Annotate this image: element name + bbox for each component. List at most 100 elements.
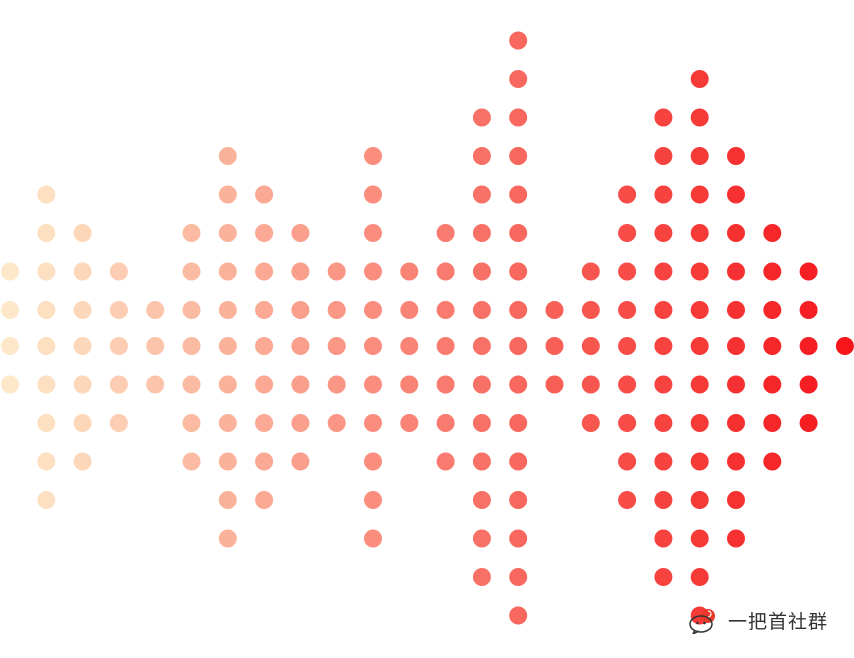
waveform-dot [37, 337, 56, 355]
waveform-dot [472, 147, 491, 165]
waveform-dot [73, 224, 92, 242]
waveform-dot [472, 529, 491, 548]
waveform-dot [690, 224, 709, 242]
waveform-dot [618, 224, 637, 242]
waveform-dot [472, 224, 491, 242]
waveform-dot [182, 262, 201, 281]
waveform-dot [727, 337, 745, 355]
waveform-dot [690, 301, 709, 319]
waveform-dot [690, 108, 709, 127]
waveform-dot [799, 414, 818, 432]
waveform-dot [472, 568, 491, 586]
waveform-dot [545, 375, 564, 394]
waveform-dot [109, 375, 128, 394]
watermark-text: 一把首社群 [727, 611, 828, 633]
waveform-dot [618, 185, 637, 204]
waveform-dot [654, 147, 673, 165]
waveform-dot [509, 31, 528, 50]
waveform-dot [727, 452, 745, 471]
waveform-dot [1, 262, 19, 281]
waveform-dot [182, 337, 201, 355]
waveform-dot [436, 375, 455, 394]
waveform-dot [690, 529, 709, 548]
waveform-dot [400, 301, 419, 319]
waveform-dot [364, 491, 382, 509]
waveform-dot [255, 491, 274, 509]
waveform-dot [218, 262, 237, 281]
waveform-dot [654, 414, 673, 432]
waveform-dot [472, 337, 491, 355]
waveform-dot [509, 568, 528, 586]
waveform-dot [364, 529, 382, 548]
waveform-dot [509, 301, 528, 319]
waveform-dot [255, 185, 274, 204]
waveform-dot [763, 337, 782, 355]
waveform-dot [1, 301, 19, 319]
waveform-dot [618, 262, 637, 281]
waveform-dot [37, 414, 56, 432]
waveform-dot [654, 108, 673, 127]
waveform-dot [218, 337, 237, 355]
waveform-dot [255, 337, 274, 355]
waveform-dot [182, 301, 201, 319]
waveform-dot [109, 262, 128, 281]
waveform-dot [690, 70, 709, 88]
waveform-dot [509, 70, 528, 88]
waveform-dot [727, 529, 745, 548]
waveform-dot [291, 301, 310, 319]
waveform-dot [73, 337, 92, 355]
waveform-dot [218, 224, 237, 242]
waveform-dot [545, 337, 564, 355]
watermark: 一把首社群 [688, 607, 828, 634]
waveform-dot [436, 337, 455, 355]
waveform-dot [509, 529, 528, 548]
waveform-dot [255, 414, 274, 432]
waveform-dot [37, 491, 56, 509]
waveform-dot [509, 185, 528, 204]
waveform-dot [255, 262, 274, 281]
waveform-dot [73, 375, 92, 394]
waveform-dot [727, 224, 745, 242]
waveform-dot [364, 452, 382, 471]
waveform-dot [218, 301, 237, 319]
waveform-dot [291, 337, 310, 355]
waveform-dot [799, 337, 818, 355]
waveform-dot [763, 375, 782, 394]
waveform-dot [545, 301, 564, 319]
waveform-dot [327, 337, 346, 355]
waveform-dot [618, 491, 637, 509]
waveform-dot [581, 414, 600, 432]
waveform-dot [255, 375, 274, 394]
waveform-dot [581, 301, 600, 319]
waveform-dot [618, 337, 637, 355]
waveform-dot [364, 414, 382, 432]
waveform-dot [618, 301, 637, 319]
waveform-dot [654, 262, 673, 281]
waveform-dot [509, 224, 528, 242]
waveform-dot [472, 375, 491, 394]
waveform-dot [255, 224, 274, 242]
waveform-dot [109, 337, 128, 355]
waveform-dot [364, 147, 382, 165]
waveform-dot [763, 224, 782, 242]
waveform-dot [255, 452, 274, 471]
waveform-dot [73, 301, 92, 319]
waveform-dot [509, 452, 528, 471]
waveform-dot [727, 375, 745, 394]
waveform-dot [509, 262, 528, 281]
waveform-dot [109, 301, 128, 319]
waveform-dot [509, 606, 528, 625]
wechat-icon [689, 608, 715, 634]
waveform-dot [37, 452, 56, 471]
waveform-dot [436, 452, 455, 471]
waveform-dot [364, 301, 382, 319]
waveform-dot [727, 491, 745, 509]
waveform-dot [727, 262, 745, 281]
waveform-dot [182, 224, 201, 242]
waveform-dot [509, 108, 528, 127]
waveform-dot [654, 185, 673, 204]
waveform-dot [218, 375, 237, 394]
waveform-dot [1, 375, 19, 394]
waveform-dot [654, 529, 673, 548]
